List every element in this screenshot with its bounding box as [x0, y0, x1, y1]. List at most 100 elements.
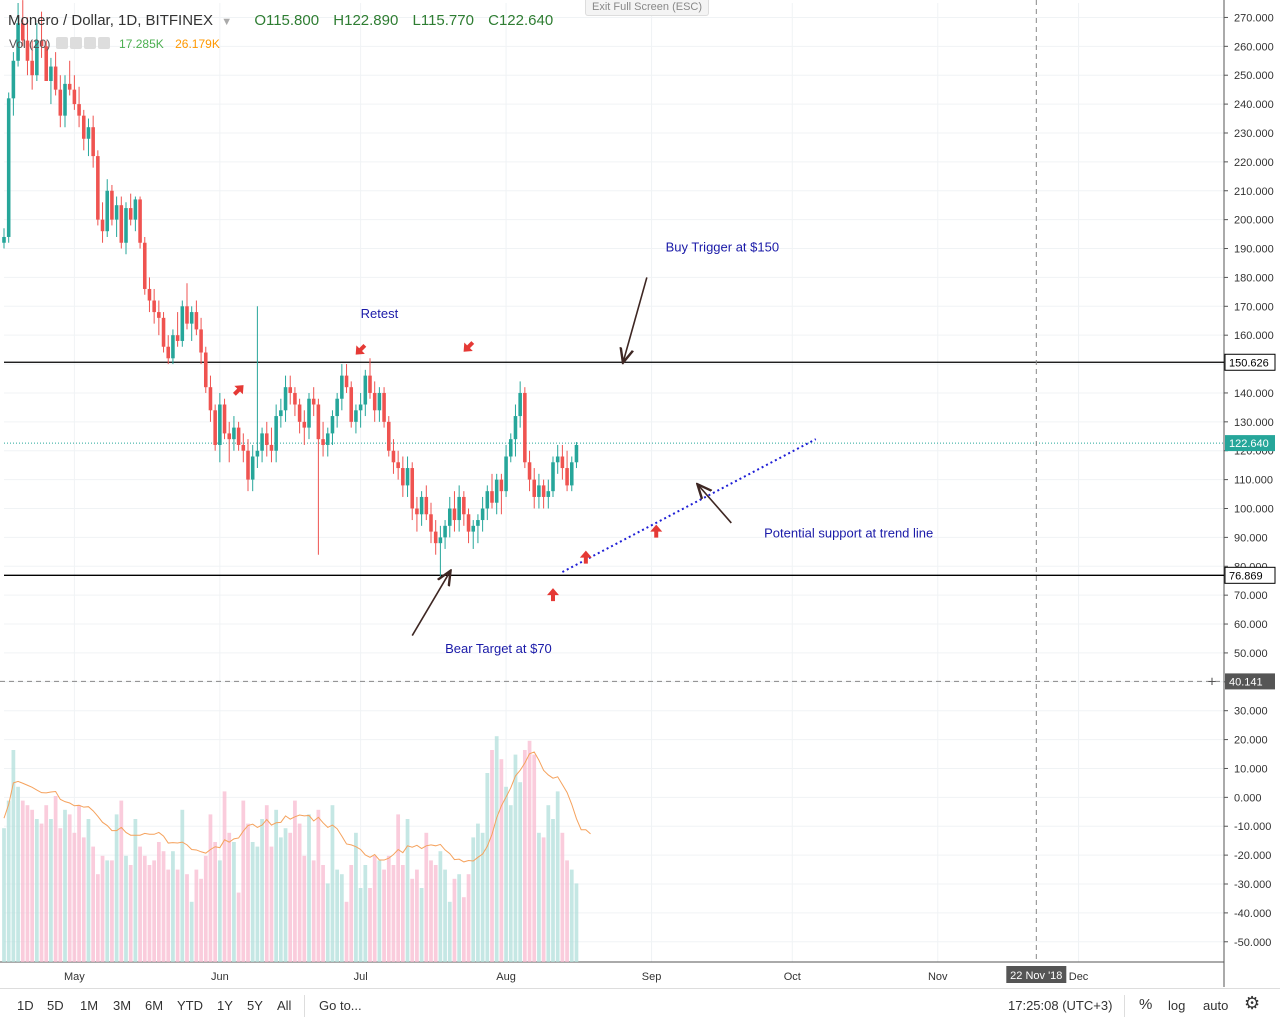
- candle-body: [537, 485, 541, 497]
- volume-bar: [227, 832, 232, 962]
- volume-bar: [363, 865, 368, 962]
- timeframe-1m[interactable]: 1M: [80, 998, 99, 1013]
- candle-body: [264, 433, 269, 445]
- timeframe-3m[interactable]: 3M: [113, 998, 132, 1013]
- annotation-arrow: [411, 572, 450, 637]
- level-price-tag: [1224, 353, 1276, 371]
- price-tick-label: 20.000: [1234, 735, 1268, 747]
- price-tick-label: 0.000: [1234, 792, 1262, 804]
- volume-bar: [49, 819, 53, 962]
- auto-toggle[interactable]: auto: [1203, 998, 1229, 1013]
- volume-bar: [25, 805, 30, 962]
- volume-bar: [232, 842, 236, 962]
- volume-label: Vol (20): [9, 37, 51, 51]
- volume-bar: [541, 837, 546, 962]
- volume-bar: [194, 869, 199, 962]
- volume-bar: [128, 865, 133, 962]
- volume-ma-value: 26.179K: [175, 37, 220, 51]
- candle-body: [203, 352, 208, 388]
- timeframe-all[interactable]: All: [277, 998, 292, 1013]
- ohlc-high: H122.890: [333, 12, 399, 29]
- percent-toggle[interactable]: %: [1139, 996, 1153, 1013]
- candle-body: [96, 156, 100, 220]
- candle-body: [307, 398, 311, 428]
- timeframe-5d[interactable]: 5D: [47, 998, 64, 1013]
- candle-body: [504, 456, 508, 492]
- red-arrow-marker-icon: [547, 588, 559, 602]
- gear-icon[interactable]: ⚙: [1244, 993, 1261, 1013]
- volume-bar: [269, 846, 274, 962]
- volume-bar: [508, 805, 513, 962]
- close-icon[interactable]: [83, 37, 96, 50]
- last-price-label: 122.640: [1229, 438, 1269, 450]
- time-tick-label: Dec: [1069, 971, 1089, 983]
- annotation-label: Retest: [361, 306, 399, 321]
- candle-body: [255, 450, 260, 457]
- volume-bar: [574, 883, 579, 962]
- level-price-label: 76.869: [1229, 570, 1263, 582]
- candle-body: [157, 312, 161, 318]
- candle-body: [110, 190, 114, 220]
- price-tick-label: 130.000: [1234, 417, 1274, 429]
- volume-bar: [81, 837, 86, 962]
- price-tick-label: -20.000: [1234, 850, 1271, 862]
- volume-bar: [410, 878, 415, 962]
- volume-bar: [34, 819, 39, 962]
- candle-body: [161, 317, 166, 347]
- candle-body: [166, 346, 171, 359]
- price-tick-label: 260.000: [1234, 41, 1274, 53]
- clock-readout[interactable]: 17:25:08 (UTC+3): [1008, 998, 1113, 1013]
- candle-body: [58, 89, 63, 116]
- volume-bar: [429, 860, 433, 962]
- candle-body: [105, 190, 110, 232]
- candle-body: [396, 462, 400, 469]
- volume-bar: [67, 814, 72, 962]
- legend-buttons[interactable]: [54, 37, 110, 52]
- volume-bar: [86, 819, 91, 962]
- annotation-label: Bear Target at $70: [445, 641, 552, 656]
- candle-body: [532, 479, 537, 497]
- timeframe-5y[interactable]: 5Y: [247, 998, 263, 1013]
- volume-bar: [391, 865, 396, 962]
- price-chart[interactable]: 270.000 260.000 250.000 240.000 230.000 220.0…: [0, 0, 1280, 988]
- red-arrow-shape: [650, 524, 663, 538]
- volume-bar: [466, 874, 471, 962]
- volume-bar: [382, 869, 386, 962]
- candle-body: [30, 60, 34, 76]
- volume-bar: [555, 791, 560, 962]
- volume-bar: [396, 814, 401, 962]
- timeframe-ytd[interactable]: YTD: [177, 998, 203, 1013]
- candle-body: [513, 416, 518, 440]
- timeframe-1d[interactable]: 1D: [17, 998, 34, 1013]
- gear-icon[interactable]: [69, 37, 82, 50]
- goto-button[interactable]: Go to...: [319, 998, 362, 1013]
- price-tick-label: 70.000: [1234, 590, 1268, 602]
- candle-body: [86, 127, 91, 139]
- timeframe-6m[interactable]: 6M: [145, 998, 164, 1013]
- volume-bar: [372, 855, 377, 962]
- symbol-title[interactable]: Monero / Dollar, 1D, BITFINEX: [8, 12, 214, 29]
- volume-bar: [344, 901, 349, 962]
- volume-bar: [358, 888, 363, 962]
- candle-body: [424, 496, 429, 515]
- time-tick-label: Aug: [496, 971, 516, 983]
- log-toggle[interactable]: log: [1168, 998, 1186, 1013]
- candle-body: [349, 387, 354, 422]
- eye-icon[interactable]: [55, 37, 68, 50]
- volume-bar: [236, 892, 241, 962]
- volume-bar: [161, 851, 166, 962]
- candle-body: [335, 398, 339, 417]
- price-tick-label: -10.000: [1234, 821, 1271, 833]
- candle-body: [555, 456, 560, 463]
- crosshair-date-label: 22 Nov '18: [1010, 970, 1062, 982]
- volume-bar: [44, 805, 49, 962]
- more-icon[interactable]: [97, 37, 110, 50]
- candle-body: [2, 236, 6, 243]
- volume-bar: [565, 860, 569, 962]
- candle-body: [466, 514, 471, 532]
- volume-bar: [471, 837, 476, 962]
- timeframe-1y[interactable]: 1Y: [217, 998, 233, 1013]
- candle-body: [222, 404, 227, 434]
- exit-fullscreen-button[interactable]: Exit Full Screen (ESC): [585, 0, 710, 16]
- chevron-down-icon[interactable]: ▼: [221, 16, 233, 28]
